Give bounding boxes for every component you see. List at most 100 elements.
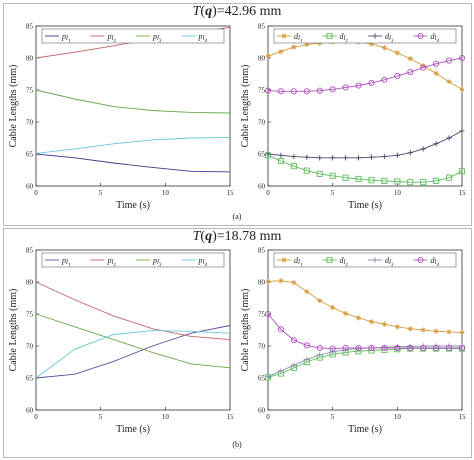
legend-label: dl1 (294, 256, 302, 268)
data-point (330, 349, 336, 355)
y-axis-label: Cable Lengths (mm) (240, 65, 251, 148)
data-point (381, 321, 387, 327)
y-tick-label: 80 (26, 55, 34, 63)
data-point (381, 45, 387, 51)
legend-label-sub: l (203, 258, 205, 266)
legend-label: dl1 (294, 32, 302, 44)
data-point (458, 54, 466, 62)
section-b-title-suffix: )=18.78 mm (212, 229, 282, 244)
section-b-caption: (b) (232, 440, 242, 449)
data-point (355, 155, 362, 161)
series-line (35, 330, 231, 379)
data-point (265, 53, 271, 59)
y-tick-label: 65 (26, 375, 34, 383)
data-point (458, 168, 466, 175)
y-tick-label: 75 (26, 87, 34, 95)
data-point (420, 64, 427, 71)
legend-label-index: 3 (391, 39, 394, 44)
series-4 (264, 310, 466, 352)
data-point (317, 155, 323, 161)
data-point (278, 368, 284, 374)
legend-label-sub: l (298, 34, 300, 42)
data-point (446, 135, 452, 141)
legend-marker (326, 256, 333, 264)
legend-label-sub: l (66, 258, 68, 266)
x-tick-label: 10 (394, 413, 402, 421)
series-4 (35, 136, 231, 154)
data-point (355, 344, 362, 351)
data-point (446, 174, 453, 181)
legend-marker (326, 32, 333, 40)
legend-label-sub: l (112, 258, 114, 266)
x-tick-label: 0 (34, 189, 38, 197)
y-tick-label: 80 (258, 55, 266, 63)
legend-label-index: 1 (68, 39, 71, 44)
data-point (420, 344, 427, 351)
legend-label: dl2 (340, 32, 349, 44)
series-line (267, 154, 463, 183)
data-point (433, 328, 439, 334)
data-point (368, 41, 375, 47)
x-tick-label: 0 (266, 189, 270, 197)
data-point (394, 50, 400, 56)
data-point (317, 352, 323, 358)
data-point (394, 324, 400, 330)
data-point (343, 155, 349, 161)
plot-area (35, 249, 231, 411)
data-point (433, 177, 440, 184)
legend-label-index: 1 (300, 263, 303, 268)
x-tick-label: 15 (459, 189, 467, 197)
legend-label: dl4 (431, 256, 440, 268)
data-point (381, 344, 388, 351)
section-a-title-suffix: )=42.96 mm (212, 4, 282, 19)
data-point (304, 356, 310, 363)
data-point (330, 305, 336, 311)
legend-label-index: 3 (159, 39, 162, 44)
data-point (343, 310, 349, 316)
data-point (368, 319, 375, 325)
section-a-title: T(q)=42.96 mm (192, 4, 282, 19)
data-point (278, 152, 284, 158)
x-axis-label: Time (s) (348, 424, 382, 435)
data-point (329, 172, 336, 179)
series-line (35, 153, 231, 173)
y-tick-label: 80 (258, 279, 266, 287)
data-point (394, 344, 401, 351)
data-point (329, 345, 336, 352)
legend-label-sub: l (66, 34, 68, 42)
data-point (264, 87, 272, 94)
legend-label-sub: l (389, 34, 391, 42)
x-tick-label: 15 (459, 413, 467, 421)
data-point (316, 344, 323, 351)
y-tick-label: 70 (258, 343, 266, 351)
data-point (291, 44, 297, 50)
data-point (420, 146, 426, 152)
y-tick-label: 60 (26, 407, 34, 415)
x-tick-label: 5 (331, 189, 335, 197)
section-b-title-var: q (205, 229, 213, 244)
data-point (291, 362, 297, 368)
legend-label: pl4 (198, 32, 208, 44)
legend-marker (281, 257, 287, 263)
y-axis-label: Cable Lengths (mm) (8, 289, 19, 372)
y-tick-label: 65 (258, 151, 266, 159)
legend-label: pl2 (107, 256, 117, 268)
data-point (265, 278, 271, 284)
legend: pl1 pl2 pl3 pl4 (41, 252, 225, 268)
legend-marker (372, 257, 378, 263)
legend-label: pl1 (61, 256, 70, 268)
data-point (355, 175, 362, 183)
data-point (290, 337, 297, 344)
data-point (368, 177, 375, 184)
legend-marker (417, 32, 424, 40)
data-point (304, 41, 310, 48)
data-point (381, 153, 387, 160)
legend-label-index: 2 (345, 39, 348, 44)
legend-label-index: 4 (436, 39, 439, 44)
y-tick-label: 85 (26, 247, 34, 255)
data-point (303, 167, 310, 174)
chart-b-left: 0 5 10 15 60 65 70 75 80 85 Time (s) Cable Lengths … (8, 247, 234, 436)
data-point (407, 344, 414, 351)
data-point (407, 179, 414, 186)
legend-label: pl3 (152, 32, 162, 44)
